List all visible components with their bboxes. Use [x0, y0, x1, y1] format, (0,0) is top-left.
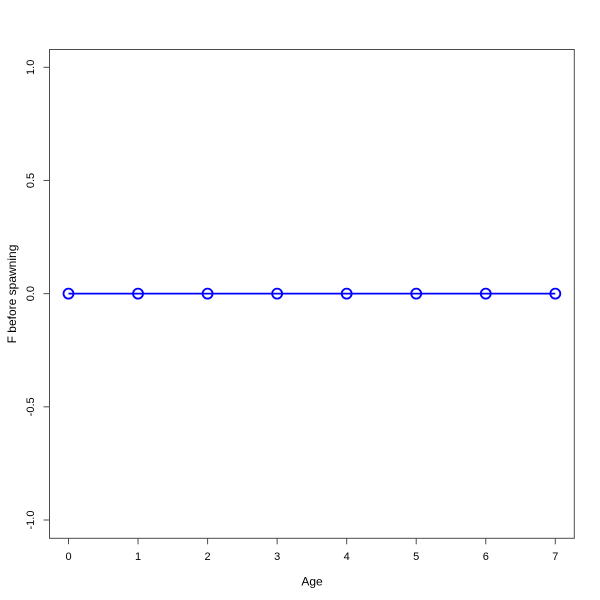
svg-text:Age: Age [301, 575, 323, 589]
svg-text:2: 2 [205, 551, 211, 563]
svg-text:-1.0: -1.0 [25, 511, 37, 530]
svg-text:6: 6 [483, 551, 489, 563]
svg-text:4: 4 [344, 551, 350, 563]
svg-text:F before spawning: F before spawning [5, 245, 19, 344]
svg-text:3: 3 [274, 551, 280, 563]
svg-text:1: 1 [135, 551, 141, 563]
svg-text:7: 7 [552, 551, 558, 563]
svg-text:0.5: 0.5 [25, 173, 37, 188]
svg-text:-0.5: -0.5 [25, 397, 37, 416]
svg-text:5: 5 [413, 551, 419, 563]
svg-text:0: 0 [65, 551, 71, 563]
svg-text:1.0: 1.0 [25, 60, 37, 75]
svg-text:0.0: 0.0 [25, 286, 37, 301]
